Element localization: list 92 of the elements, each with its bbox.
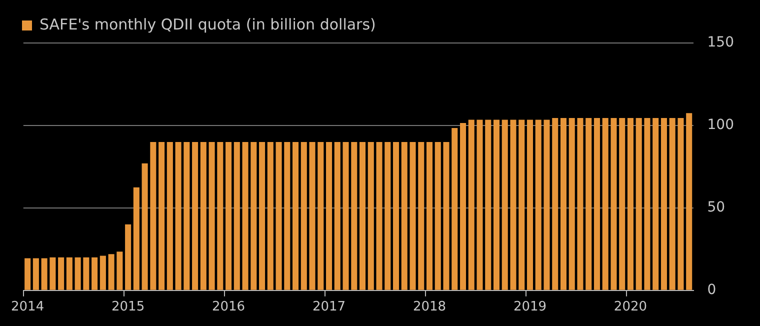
bar [292,142,299,290]
bar [552,118,558,290]
bar [24,258,31,290]
bar [602,118,608,290]
bar [518,120,525,290]
bar [468,120,474,290]
bar [493,120,500,290]
bar [392,142,400,290]
y-tick-label: 0 [707,282,716,298]
bar [384,142,391,290]
bar [586,118,592,290]
bar [360,142,366,290]
bar [502,120,508,290]
bar [485,120,492,290]
bar [342,142,349,290]
bar [184,142,190,290]
bar [125,224,132,290]
bar [150,142,156,290]
bar [627,118,634,290]
bar [526,120,534,290]
bar [74,257,81,290]
bar [594,118,600,290]
bar [234,142,240,290]
y-tick-label: 150 [707,34,734,51]
bar [83,257,90,290]
bar [192,142,198,290]
bar [460,122,466,290]
bar [142,163,148,290]
bar [158,142,165,290]
bar [401,142,408,290]
bar [259,142,266,290]
bar [610,118,617,290]
bar [284,142,290,290]
x-tick-label: 2017 [312,300,346,315]
bar [318,142,324,290]
bar [50,257,56,290]
bar [568,118,575,290]
bar [133,187,140,290]
bar [410,142,416,290]
bar [32,258,39,290]
y-tick-label: 100 [707,117,734,134]
bar [368,142,374,290]
x-tick-label: 2015 [112,300,145,315]
bar [669,118,676,290]
bar [560,118,566,290]
bar [334,142,340,290]
y-tick-label: 50 [707,200,726,216]
legend-label: SAFE's monthly QDII quota (in billion dollars) [40,15,376,34]
bar [41,258,48,290]
bar [200,142,206,290]
bar [326,142,332,290]
bar [510,120,516,290]
bar [544,120,550,290]
bar [476,120,483,290]
bar [309,142,316,290]
bar [619,118,626,290]
bar [166,142,173,290]
bar [577,118,584,290]
bar [300,142,307,290]
bar [376,142,382,290]
bar [267,142,274,290]
bar [351,142,358,290]
bar [686,113,692,290]
bar [116,252,123,290]
bar [276,142,282,290]
bar [66,257,72,290]
bar [208,142,215,290]
bar [418,142,424,290]
x-tick-label: 2018 [412,300,446,315]
bar [242,142,248,290]
bar [678,118,684,290]
bar [443,142,450,290]
bar [644,118,650,290]
bar [636,118,642,290]
bar [217,142,224,290]
bar [92,257,98,290]
bar [660,118,667,290]
x-tick-label: 2019 [513,300,547,315]
bar [108,254,114,290]
bar [100,256,106,290]
x-tick-label: 2014 [11,300,44,315]
bar [58,257,64,290]
x-tick-label: 2020 [614,300,648,315]
bar [226,142,232,290]
bar [652,118,659,290]
bar [452,128,458,290]
bar [175,142,182,290]
bar [426,142,433,290]
bar [250,142,257,290]
x-tick-label: 2016 [212,300,246,315]
bar [434,142,441,290]
bar [535,120,542,290]
